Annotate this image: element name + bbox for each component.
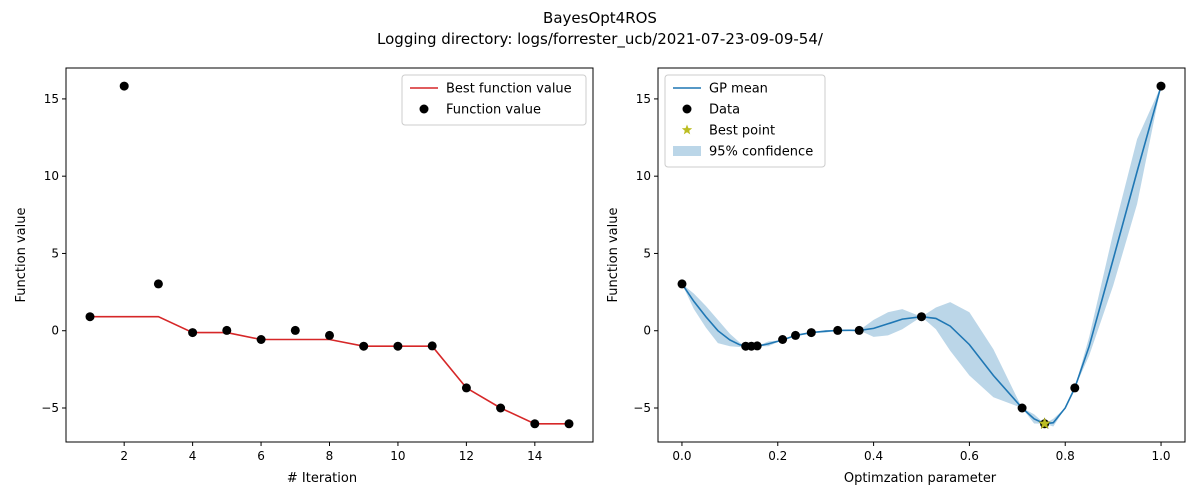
left-data-point: [222, 325, 232, 335]
right-y-tick-label: 10: [636, 169, 651, 183]
right-x-tick-label: 0.0: [672, 449, 691, 463]
right-plot-frame: [657, 67, 1186, 443]
right-data-point: [833, 325, 843, 335]
right-legend-label-data: Data: [709, 103, 740, 118]
left-data-point: [393, 341, 403, 351]
left-x-tick-label: 8: [326, 449, 334, 463]
left-y-tick-label: 0: [51, 324, 59, 338]
left-data-point: [564, 419, 574, 429]
right-data-point: [791, 330, 800, 340]
left-data-point: [188, 328, 198, 338]
left-x-tick-label: 6: [257, 449, 265, 463]
right-x-tick-label: 0.8: [1056, 449, 1075, 463]
left-legend-box: [401, 74, 587, 126]
right-x-tick-label: 0.2: [768, 449, 787, 463]
left-data-point: [530, 419, 540, 429]
right-best-point-star: [1038, 417, 1051, 430]
left-y-tick-label: 5: [51, 246, 59, 260]
left-y-tick-label: 10: [44, 169, 59, 183]
right-legend-label-best-point: Best point: [709, 124, 775, 139]
left-legend-label-function-value: Function value: [446, 103, 541, 118]
left-legend: Best function value Function value: [401, 74, 587, 126]
left-x-tick-label: 12: [459, 449, 474, 463]
right-data-point: [854, 325, 864, 335]
gp-model-chart: Optimzation parameter Function value 0.0…: [606, 67, 1186, 486]
right-x-tick-label: 1.0: [1151, 449, 1170, 463]
left-x-tick-label: 2: [120, 449, 128, 463]
left-data-point: [496, 403, 506, 413]
left-legend-label-best-function-value: Best function value: [446, 82, 572, 97]
left-x-tick-label: 4: [189, 449, 197, 463]
left-data-point: [119, 81, 129, 91]
left-x-axis-label: # Iteration: [287, 471, 357, 486]
right-y-axis-label: Function value: [606, 208, 621, 303]
best-value-chart: # Iteration Function value 2 4 6 8 10 12 14 −5 0…: [14, 67, 594, 486]
left-data-point: [256, 335, 266, 344]
figure-title: BayesOpt4ROS: [543, 9, 657, 27]
right-legend-label-gp-mean: GP mean: [709, 82, 768, 97]
figure-subtitle: Logging directory: logs/forrester_ucb/20…: [377, 30, 824, 49]
left-x-tick-label: 10: [390, 449, 405, 463]
right-legend-swatch-best-point: [681, 124, 693, 135]
left-data-point: [325, 330, 334, 340]
right-legend: GP mean Data Best point 95% confidence: [664, 74, 826, 168]
right-data-point: [778, 335, 788, 344]
left-data-point: [427, 341, 437, 351]
left-data-point: [359, 341, 369, 351]
left-data-point: [290, 325, 300, 335]
right-data-point: [1017, 403, 1027, 413]
left-legend-swatch-function-value: [419, 104, 429, 114]
left-y-tick-label: −5: [41, 401, 59, 415]
left-data-point: [85, 312, 95, 322]
left-x-tick-label: 14: [527, 449, 542, 463]
right-y-tick-label: 0: [643, 324, 651, 338]
left-y-axis-label: Function value: [14, 208, 29, 303]
right-data-point: [1070, 383, 1080, 393]
left-data-point: [461, 383, 471, 393]
right-data-point: [1156, 81, 1166, 91]
right-y-tick-label: −5: [633, 401, 651, 415]
right-legend-swatch-data: [682, 104, 692, 114]
right-data-point: [752, 341, 762, 351]
left-data-point: [153, 279, 163, 289]
right-data-point: [917, 312, 926, 322]
right-y-tick-label: 5: [643, 246, 651, 260]
right-x-axis-label: Optimzation parameter: [844, 471, 997, 486]
right-legend-swatch-95-confidence: [673, 146, 701, 156]
right-legend-box: [664, 74, 826, 168]
right-x-tick-label: 0.6: [960, 449, 979, 463]
right-data-point: [806, 328, 816, 338]
right-x-tick-label: 0.4: [864, 449, 883, 463]
left-y-tick-label: 15: [44, 92, 59, 106]
right-y-tick-label: 15: [636, 92, 651, 106]
right-legend-label-95-confidence: 95% confidence: [709, 145, 813, 160]
right-data-point: [677, 279, 687, 289]
